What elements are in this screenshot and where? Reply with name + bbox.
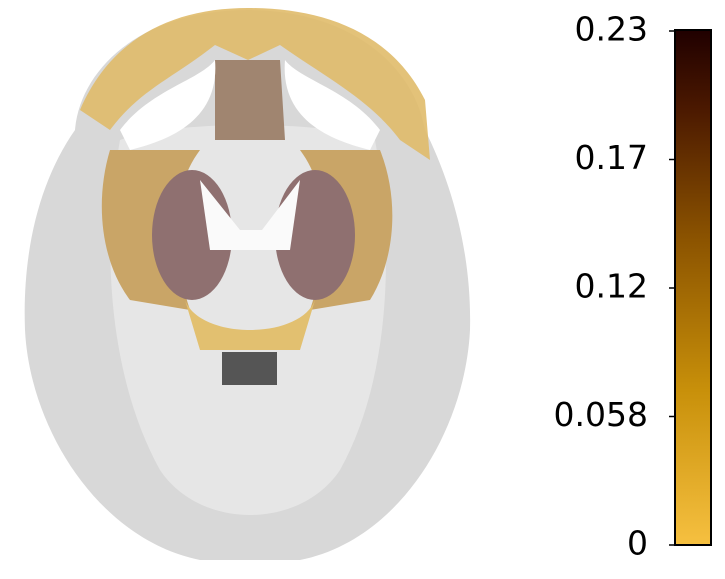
colorbar (674, 29, 712, 546)
colorbar-tick-label: 0 (627, 524, 648, 563)
colorbar-tick-label: 0.17 (575, 138, 648, 177)
colorbar-tick-label: 0.12 (575, 267, 648, 306)
brain-slice (24, 8, 471, 560)
colorbar-tick-label: 0.058 (554, 395, 648, 434)
colorbar-tick-label: 0.23 (575, 10, 648, 49)
